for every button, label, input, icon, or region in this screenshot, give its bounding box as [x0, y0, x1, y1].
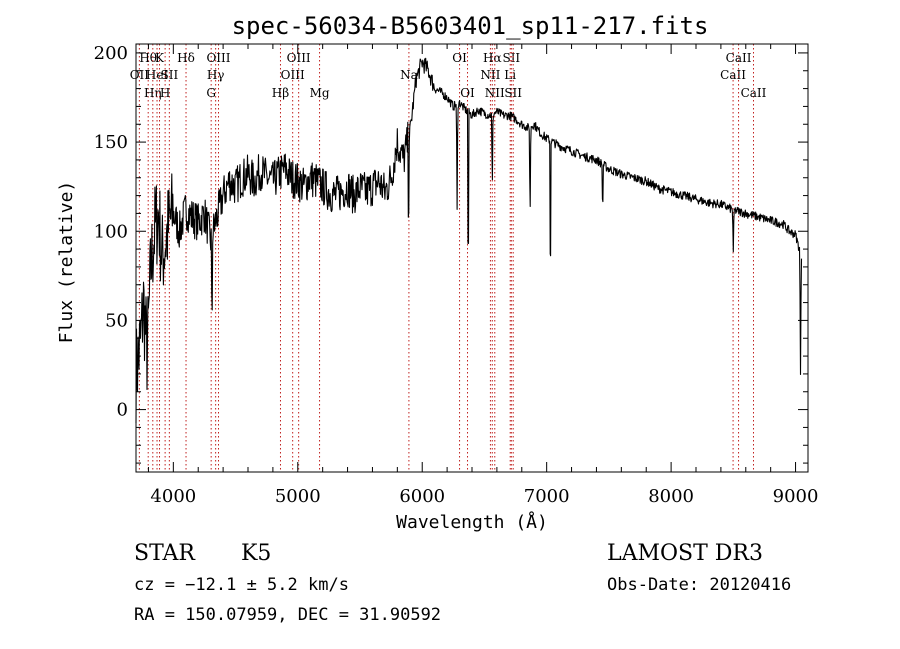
marker-label: SII	[160, 68, 178, 82]
obs-date: Obs-Date: 20120416	[607, 575, 791, 595]
y-tick-label: 200	[94, 43, 128, 64]
axis-ticks: 4000 5000 6000 7000 8000 9000 0 50 100 150 200	[94, 43, 819, 507]
marker-label: CaII	[741, 86, 767, 100]
y-tick-label: 150	[94, 132, 128, 153]
marker-label: G	[206, 86, 216, 100]
marker-label: OI	[452, 51, 467, 65]
marker-label: Li	[504, 68, 516, 82]
y-axis-label: Flux (relative)	[56, 181, 77, 344]
marker-label: NII	[485, 86, 505, 100]
marker-label: Hδ	[177, 51, 195, 65]
marker-label: K	[155, 51, 165, 65]
x-tick-label: 9000	[773, 486, 819, 507]
spectrum-series	[135, 57, 803, 424]
marker-label: SII	[504, 86, 522, 100]
marker-label: HeI	[146, 68, 169, 82]
survey-name: LAMOST DR3	[607, 541, 763, 566]
marker-label: NII	[480, 68, 500, 82]
marker-label: Hβ	[272, 86, 289, 100]
redshift-info: cz = −12.1 ± 5.2 km/s	[134, 575, 349, 595]
marker-label: OIII	[281, 68, 305, 82]
object-class: STAR	[134, 541, 196, 566]
plot-frame	[135, 43, 809, 473]
marker-label: CaII	[726, 51, 752, 65]
marker-label: Hγ	[207, 68, 225, 82]
y-tick-label: 100	[94, 221, 128, 242]
chart-title: spec-56034-B5603401_sp11-217.fits	[232, 12, 709, 40]
x-tick-label: 4000	[150, 486, 196, 507]
marker-label: OI	[460, 86, 475, 100]
x-axis-label: Wavelength (Å)	[396, 511, 548, 533]
x-tick-label: 7000	[524, 486, 570, 507]
line-markers: OIIHθHηHeIKHSIIHδGHγOIIIHβOIIIOIIIMgNaOI…	[130, 44, 767, 472]
x-tick-label: 8000	[648, 486, 694, 507]
marker-label: OII	[130, 68, 150, 82]
y-tick-label: 50	[105, 310, 128, 331]
marker-label: H	[160, 86, 170, 100]
y-tick-label: 0	[117, 400, 128, 421]
marker-label: SII	[502, 51, 520, 65]
coordinates: RA = 150.07959, DEC = 31.90592	[134, 605, 441, 625]
marker-label: Hα	[483, 51, 502, 65]
marker-label: Mg	[310, 86, 330, 100]
object-subclass: K5	[241, 541, 271, 566]
marker-label: CaII	[720, 68, 746, 82]
x-tick-label: 6000	[399, 486, 445, 507]
marker-label: OIII	[287, 51, 311, 65]
marker-label: OIII	[206, 51, 230, 65]
marker-label: Na	[400, 68, 418, 82]
spectrum-line	[135, 57, 803, 424]
x-tick-label: 5000	[275, 486, 321, 507]
